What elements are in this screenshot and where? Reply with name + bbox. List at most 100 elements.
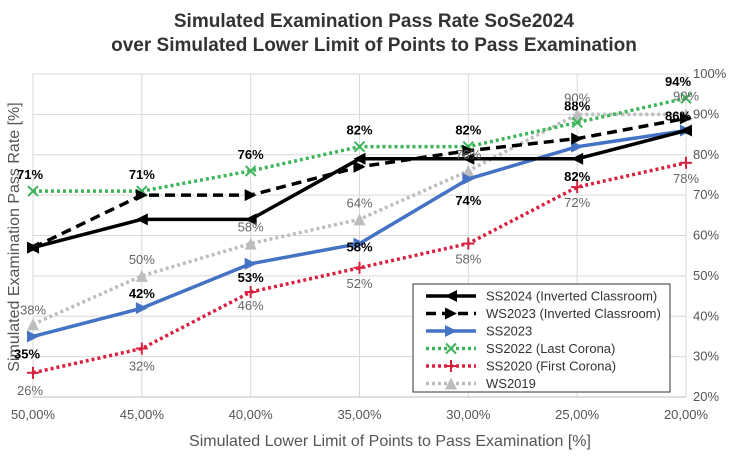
data-label: 26%	[17, 383, 43, 398]
point-marker	[135, 189, 148, 202]
point-marker	[27, 185, 39, 197]
point-marker	[571, 132, 584, 145]
legend-item: SS2022 (Last Corona)	[426, 341, 615, 356]
point-marker	[571, 116, 583, 129]
data-label: 58%	[455, 252, 481, 267]
x-axis: 50,00% 45,00% 40,00% 35,00% 30,00% 25,00% 20,0…	[11, 407, 709, 422]
point-marker	[445, 290, 457, 302]
right-tick-label: 50%	[693, 268, 719, 283]
legend-label: SS2022 (Last Corona)	[486, 341, 615, 356]
legend: SS2024 (Inverted Classroom) WS2023 (Inver…	[412, 283, 671, 393]
point-marker	[571, 152, 584, 165]
legend-item: SS2024 (Inverted Classroom)	[426, 289, 657, 304]
data-label: 82%	[564, 169, 590, 184]
point-marker	[353, 152, 366, 165]
data-label: 82%	[346, 123, 372, 138]
point-marker	[135, 342, 148, 355]
data-label: 90%	[673, 88, 699, 103]
right-tick-label: 80%	[693, 147, 719, 162]
point-marker	[445, 377, 457, 390]
point-marker	[244, 165, 257, 177]
point-marker	[462, 144, 475, 157]
data-label: 71%	[17, 167, 43, 182]
data-label: 76%	[238, 147, 264, 162]
marker-stroke	[27, 185, 39, 197]
data-label: 64%	[346, 195, 372, 210]
point-marker	[462, 152, 475, 165]
data-label: 90%	[564, 90, 590, 105]
point-marker	[27, 330, 39, 343]
point-marker	[244, 257, 257, 270]
right-tick-label: 30%	[693, 349, 719, 364]
right-tick-label: 70%	[693, 187, 719, 202]
right-tick-label: 90%	[693, 106, 719, 121]
legend-item: SS2023	[426, 324, 532, 339]
legend-label: WS2023 (Inverted Classroom)	[486, 306, 661, 321]
point-marker	[353, 261, 366, 274]
x-tick-label: 50,00%	[11, 407, 56, 422]
y-axis-title: Simulated Examination Pass Rate [%]	[6, 102, 23, 371]
legend-box	[412, 283, 671, 393]
right-y-axis: 20% 30% 40% 50% 60% 70% 80% 90% 100%	[693, 66, 727, 404]
right-tick-label: 60%	[693, 228, 719, 243]
point-marker	[353, 213, 366, 226]
x-tick-label: 35,00%	[337, 407, 382, 422]
marker-stroke	[571, 116, 583, 129]
data-label: 46%	[238, 298, 264, 313]
point-marker	[244, 286, 257, 299]
data-label: 52%	[346, 276, 372, 291]
point-marker	[27, 366, 39, 379]
marker-stroke	[353, 140, 366, 153]
data-label: 71%	[129, 167, 155, 182]
x-tick-label: 45,00%	[120, 407, 165, 422]
data-label: 88%	[564, 98, 590, 113]
point-marker	[353, 237, 366, 250]
point-marker	[445, 325, 457, 337]
point-marker	[571, 181, 584, 194]
legend-label: SS2020 (First Corona)	[486, 359, 616, 374]
data-label: 50%	[129, 252, 155, 267]
data-label: 53%	[238, 270, 264, 285]
point-marker	[462, 237, 475, 250]
series-1	[27, 112, 692, 254]
marker-stroke	[680, 92, 692, 104]
marker-stroke	[445, 342, 457, 355]
series-0	[27, 124, 692, 254]
series-4	[27, 156, 692, 379]
point-marker	[244, 213, 257, 226]
data-label: 58%	[346, 240, 372, 255]
point-marker	[353, 160, 366, 173]
data-label: 38%	[20, 302, 46, 317]
point-marker	[462, 164, 475, 177]
x-tick-label: 20,00%	[664, 407, 709, 422]
point-marker	[135, 213, 148, 226]
point-marker	[445, 307, 457, 320]
point-marker	[571, 108, 584, 121]
data-labels: 82%86%35%42%53%58%74%71% 71%76%82% 82%88%9…	[14, 74, 699, 398]
data-label: 82%	[455, 123, 481, 138]
legend-item: SS2020 (First Corona)	[426, 359, 616, 374]
point-marker	[680, 112, 692, 125]
legend-label: SS2024 (Inverted Classroom)	[486, 289, 657, 304]
point-marker	[135, 302, 148, 315]
x-tick-label: 30,00%	[446, 407, 491, 422]
data-label: 72%	[564, 195, 590, 210]
chart-title: Simulated Examination Pass Rate SoSe2024	[174, 11, 575, 32]
x-tick-label: 40,00%	[229, 407, 274, 422]
point-marker	[680, 92, 692, 104]
point-marker	[680, 156, 692, 169]
data-label: 32%	[129, 359, 155, 374]
point-marker	[244, 189, 257, 202]
data-label: 94%	[665, 74, 691, 89]
point-marker	[462, 172, 475, 185]
series-3	[27, 92, 692, 197]
data-label: 74%	[455, 193, 481, 208]
legend-item: WS2023 (Inverted Classroom)	[426, 306, 661, 321]
legend-item: WS2019	[426, 376, 536, 391]
data-label: 35%	[14, 346, 40, 361]
point-marker	[135, 269, 148, 282]
right-tick-label: 40%	[693, 308, 719, 323]
point-marker	[445, 360, 457, 372]
x-tick-label: 25,00%	[555, 407, 600, 422]
data-label: 76%	[455, 147, 481, 162]
